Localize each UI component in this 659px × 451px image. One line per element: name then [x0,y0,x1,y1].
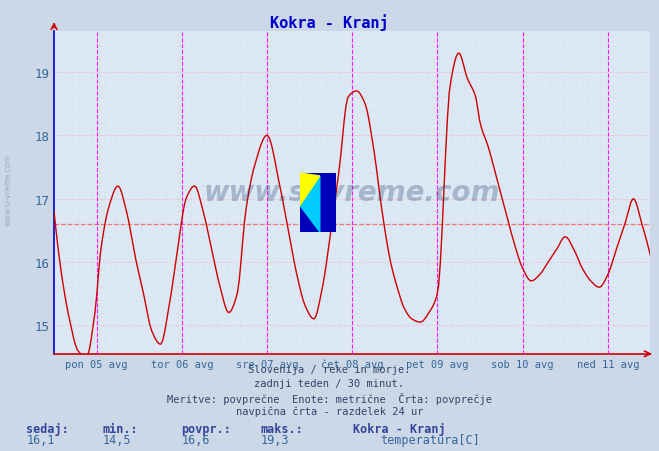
Text: 16,6: 16,6 [181,433,210,446]
Text: www.si-vreme.com: www.si-vreme.com [4,153,13,226]
Text: min.:: min.: [102,422,138,435]
Text: temperatura[C]: temperatura[C] [380,433,480,446]
Text: zadnji teden / 30 minut.: zadnji teden / 30 minut. [254,378,405,388]
Text: povpr.:: povpr.: [181,422,231,435]
Text: www.si-vreme.com: www.si-vreme.com [204,179,500,207]
Text: 14,5: 14,5 [102,433,130,446]
Polygon shape [300,174,320,206]
Text: Meritve: povprečne  Enote: metrične  Črta: povprečje: Meritve: povprečne Enote: metrične Črta:… [167,392,492,404]
Text: 19,3: 19,3 [260,433,289,446]
Polygon shape [300,174,336,232]
Text: Kokra - Kranj: Kokra - Kranj [353,422,445,435]
Text: sedaj:: sedaj: [26,422,69,435]
Text: maks.:: maks.: [260,422,303,435]
Text: Kokra - Kranj: Kokra - Kranj [270,14,389,31]
Polygon shape [300,176,320,232]
Text: Slovenija / reke in morje.: Slovenija / reke in morje. [248,364,411,374]
Text: navpična črta - razdelek 24 ur: navpična črta - razdelek 24 ur [236,406,423,416]
Text: 16,1: 16,1 [26,433,55,446]
